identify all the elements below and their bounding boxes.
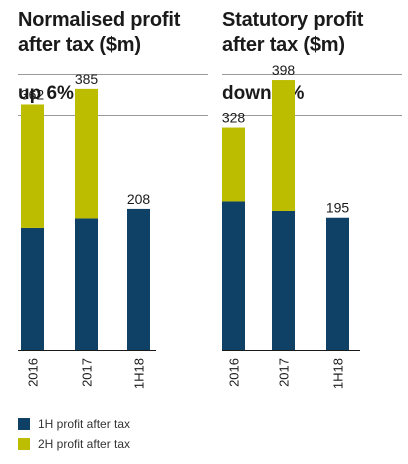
tick-label-2017: 2017 [277, 358, 292, 387]
chart-title: Normalised profit after tax ($m) [18, 9, 181, 56]
tick-label-2016: 2016 [26, 358, 41, 387]
tick-label-2017: 2017 [80, 358, 95, 387]
tick-label-1h18: 1H18 [132, 358, 147, 389]
chart-title: Statutory profit after tax ($m) [222, 9, 364, 56]
legend-swatch-1h [18, 418, 30, 430]
bar-1h-2016 [222, 201, 245, 350]
bar-2h-2016 [222, 127, 245, 202]
total-label-1h18: 195 [326, 200, 350, 216]
statutory-profit-chart: 328 2016 398 2017 195 1H18 [222, 62, 360, 389]
title-divider [222, 74, 402, 75]
total-label-2017: 385 [75, 71, 99, 87]
bar-1h-2016 [21, 227, 44, 350]
normalised-profit-chart: 362 2016 385 2017 208 1H18 [18, 71, 156, 389]
bar-1h-1h18 [326, 217, 349, 350]
total-label-2016: 328 [222, 110, 246, 126]
total-label-2016: 362 [21, 86, 45, 102]
total-label-1h18: 208 [127, 191, 151, 207]
bar-2h-2016 [21, 104, 44, 228]
bar-1h-1h18 [127, 208, 150, 350]
title-divider [18, 74, 208, 75]
bar-2h-2017 [75, 88, 98, 219]
bar-1h-2017 [272, 210, 295, 350]
legend-label-1h: 1H profit after tax [38, 417, 131, 431]
bar-1h-2017 [75, 218, 98, 350]
tick-label-1h18: 1H18 [331, 358, 346, 389]
total-label-2017: 398 [272, 62, 296, 78]
subtitle-divider [18, 115, 208, 116]
legend-item-1h: 1H profit after tax [18, 417, 130, 431]
legend-item-2h: 2H profit after tax [18, 437, 130, 451]
bar-2h-2017 [272, 80, 295, 211]
tick-label-2016: 2016 [227, 358, 242, 387]
change-subtitle: up 6% [18, 83, 74, 104]
legend-swatch-2h [18, 438, 30, 450]
subtitle-divider [222, 115, 402, 116]
legend-label-2h: 2H profit after tax [38, 437, 131, 451]
